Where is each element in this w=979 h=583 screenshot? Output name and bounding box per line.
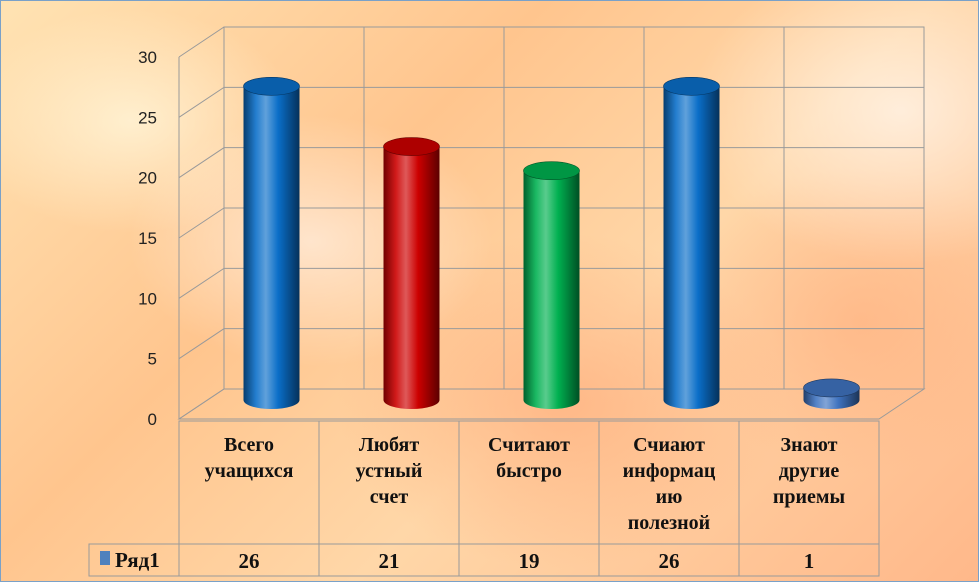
data-value: 26	[239, 549, 260, 573]
data-value: 21	[379, 549, 400, 573]
bar-cylinder	[383, 146, 440, 409]
gridline	[178, 26, 924, 58]
bars	[243, 76, 860, 410]
data-table: Всего учащихся 26 Любят устный счет 21 Считают б…	[88, 420, 880, 577]
y-axis-ticks: 0 5 10 15 20 25 30	[138, 48, 157, 429]
category-label: приемы	[773, 486, 846, 508]
data-value: 1	[804, 549, 815, 573]
category-label: информац	[623, 460, 716, 482]
bar-top	[243, 76, 300, 96]
bar-top	[663, 76, 720, 96]
series-name: Ряд1	[115, 548, 160, 572]
bar-top	[523, 161, 580, 181]
bar-top	[383, 137, 440, 156]
y-tick-label: 30	[138, 48, 157, 67]
y-tick-label: 20	[138, 169, 157, 188]
category-label: Считают	[488, 434, 570, 456]
category-label: устный	[356, 460, 423, 482]
category-label: ию	[656, 486, 683, 508]
y-tick-label: 5	[148, 350, 157, 369]
data-value: 19	[519, 549, 540, 573]
category-label: другие	[779, 460, 840, 482]
bar-top	[803, 378, 860, 398]
y-tick-label: 25	[138, 108, 157, 127]
category-label: быстро	[496, 460, 562, 482]
bar-cylinder	[663, 86, 720, 410]
legend-key	[100, 551, 110, 565]
category-label: Знают	[781, 434, 838, 456]
y-tick-label: 0	[148, 410, 157, 429]
category-label: Счиают	[633, 434, 705, 456]
category-label: учащихся	[205, 460, 294, 482]
category-label: полезной	[628, 512, 710, 534]
category-label: Любят	[359, 434, 420, 456]
data-value: 26	[659, 549, 680, 573]
y-tick-label: 10	[138, 289, 157, 308]
bar-cylinder	[243, 86, 300, 410]
y-tick-label: 15	[138, 229, 157, 248]
category-label: счет	[370, 486, 409, 508]
category-label: Всего	[224, 434, 274, 456]
bar-cylinder	[523, 170, 580, 409]
